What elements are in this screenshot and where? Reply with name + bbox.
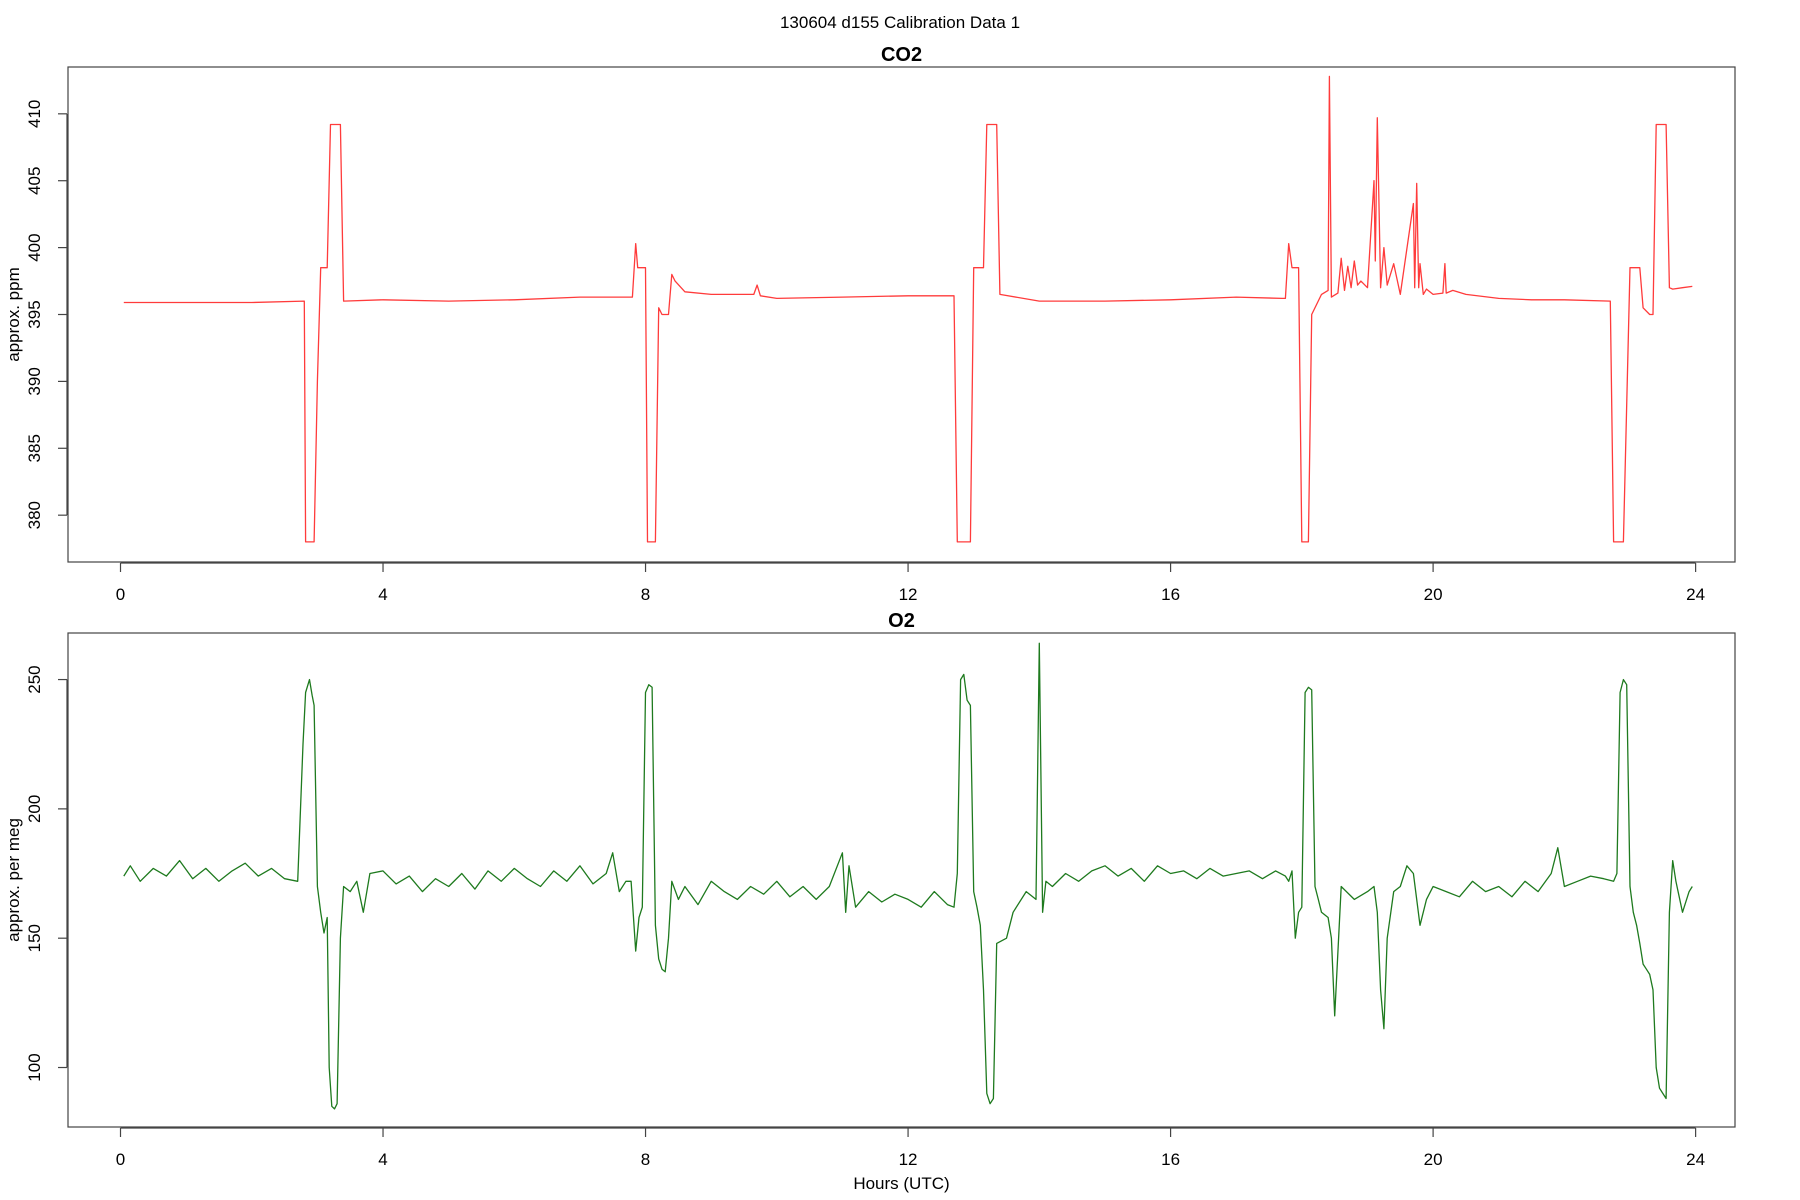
o2-x-axis-label: Hours (UTC) (853, 1174, 949, 1193)
co2-plot-frame (67, 66, 1736, 563)
co2-y-axis-label: approx. ppm (4, 267, 23, 362)
co2-y-tick-label: 380 (25, 501, 44, 529)
o2-x-tick-label: 16 (1161, 1150, 1180, 1169)
co2-x-tick-label: 12 (899, 585, 918, 604)
o2-series-line (123, 642, 1693, 1110)
o2-x-tick-label: 0 (116, 1150, 125, 1169)
o2-y-tick-label: 200 (25, 795, 44, 823)
o2-y-tick-label: 100 (25, 1053, 44, 1081)
o2-panel-title: O2 (888, 610, 915, 632)
co2-y-tick-label: 390 (25, 367, 44, 395)
o2-x-tick-label: 24 (1686, 1150, 1705, 1169)
o2-x-tick-label: 8 (641, 1150, 650, 1169)
o2-y-tick-label: 150 (25, 924, 44, 952)
co2-y-tick-label: 395 (25, 300, 44, 328)
co2-x-tick-label: 16 (1161, 585, 1180, 604)
o2-x-tick-label: 12 (899, 1150, 918, 1169)
co2-x-tick-label: 8 (641, 585, 650, 604)
o2-y-axis-label: approx. per meg (4, 818, 23, 942)
main-title: 130604 d155 Calibration Data 1 (780, 13, 1020, 32)
o2-x-tick-label: 4 (378, 1150, 387, 1169)
co2-series-line (123, 75, 1693, 543)
co2-x-tick-label: 4 (378, 585, 387, 604)
o2-plot-frame (67, 632, 1736, 1128)
co2-y-tick-label: 400 (25, 233, 44, 261)
co2-panel-title: CO2 (881, 44, 922, 66)
co2-x-tick-label: 24 (1686, 585, 1705, 604)
o2-panel: O2 0 4 8 12 16 20 24 100 150 200 250 approx. per meg… (4, 610, 1736, 1193)
o2-y-tick-label: 250 (25, 665, 44, 693)
co2-y-tick-label: 405 (25, 167, 44, 195)
co2-y-tick-label: 385 (25, 434, 44, 462)
co2-x-tick-label: 20 (1424, 585, 1443, 604)
co2-x-tick-label: 0 (116, 585, 125, 604)
co2-y-tick-label: 410 (25, 100, 44, 128)
co2-panel: CO2 0 4 8 12 16 20 24 380 385 390 395 400 405 410 appro… (4, 44, 1736, 604)
o2-x-tick-label: 20 (1424, 1150, 1443, 1169)
